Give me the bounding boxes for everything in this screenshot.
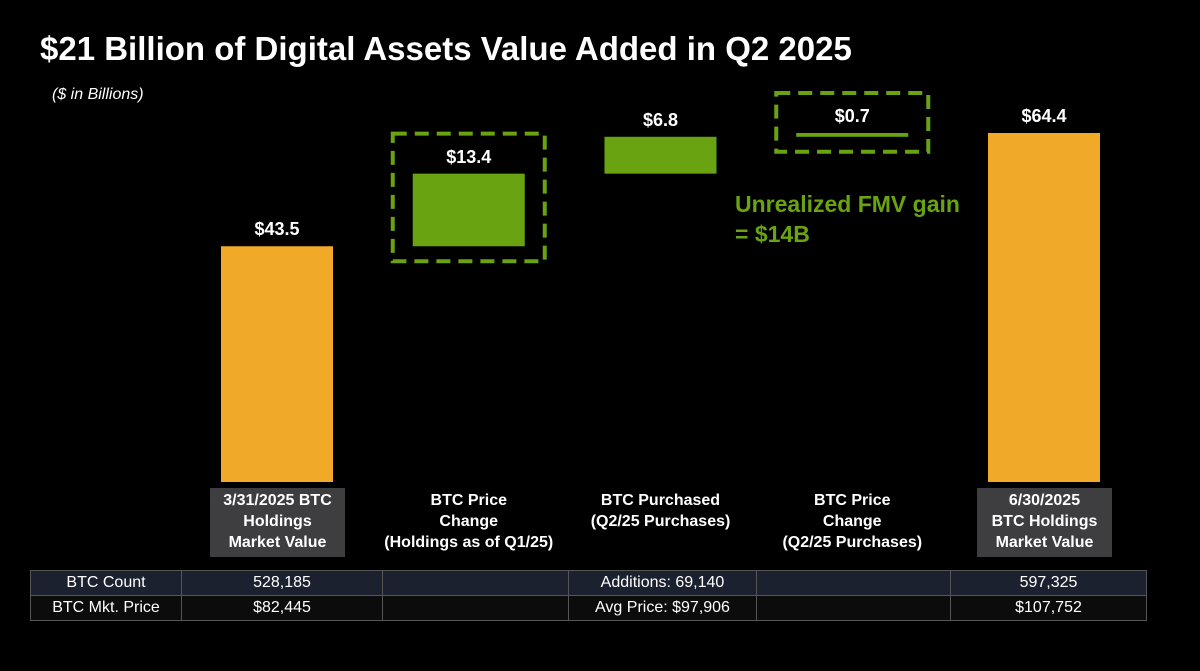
table-row: BTC Count 528,185 Additions: 69,140 597,325 [30, 570, 1147, 596]
table-cell: 597,325 [950, 570, 1147, 596]
value-label: $6.8 [642, 109, 679, 130]
bar [221, 246, 333, 482]
table-cell [756, 595, 951, 621]
table-cell: BTC Count [30, 570, 182, 596]
value-label: $13.4 [446, 146, 492, 167]
annotation: Unrealized FMV gain = $14B [735, 191, 960, 247]
bar [604, 136, 717, 174]
value-label: $64.4 [1021, 106, 1067, 126]
subtitle: ($ in Billions) [52, 86, 144, 103]
table-cell: $82,445 [181, 595, 383, 621]
table-cell [382, 595, 569, 621]
chart-title: $21 Billion of Digital Assets Value Adde… [40, 30, 852, 67]
table-row: BTC Mkt. Price $82,445 Avg Price: $97,906 $… [30, 595, 1147, 621]
highlight-box [774, 91, 931, 154]
highlight-box [390, 131, 547, 264]
category-label: 6/30/2025 BTC Holdings Market Value [977, 488, 1112, 557]
category-label: BTC Price Change (Holdings as of Q1/25) [384, 492, 554, 551]
table-cell [756, 570, 951, 596]
bar [796, 133, 909, 137]
table-cell: BTC Mkt. Price [30, 595, 182, 621]
table-cell: Additions: 69,140 [568, 570, 757, 596]
table-cell: Avg Price: $97,906 [568, 595, 757, 621]
value-label: $43.5 [254, 219, 300, 240]
table-cell: 528,185 [181, 570, 383, 596]
category-label: BTC Purchased (Q2/25 Purchases) [590, 492, 731, 530]
table-cell [382, 570, 569, 596]
table-cell: $107,752 [950, 595, 1147, 621]
bar [412, 173, 525, 247]
bar [988, 133, 1100, 482]
category-label: 3/31/2025 BTC Holdings Market Value [210, 488, 345, 557]
value-label: $0.7 [834, 106, 870, 126]
category-label: BTC Price Change (Q2/25 Purchases) [782, 492, 923, 551]
data-table: BTC Count 528,185 Additions: 69,140 597,325… [30, 570, 1147, 621]
